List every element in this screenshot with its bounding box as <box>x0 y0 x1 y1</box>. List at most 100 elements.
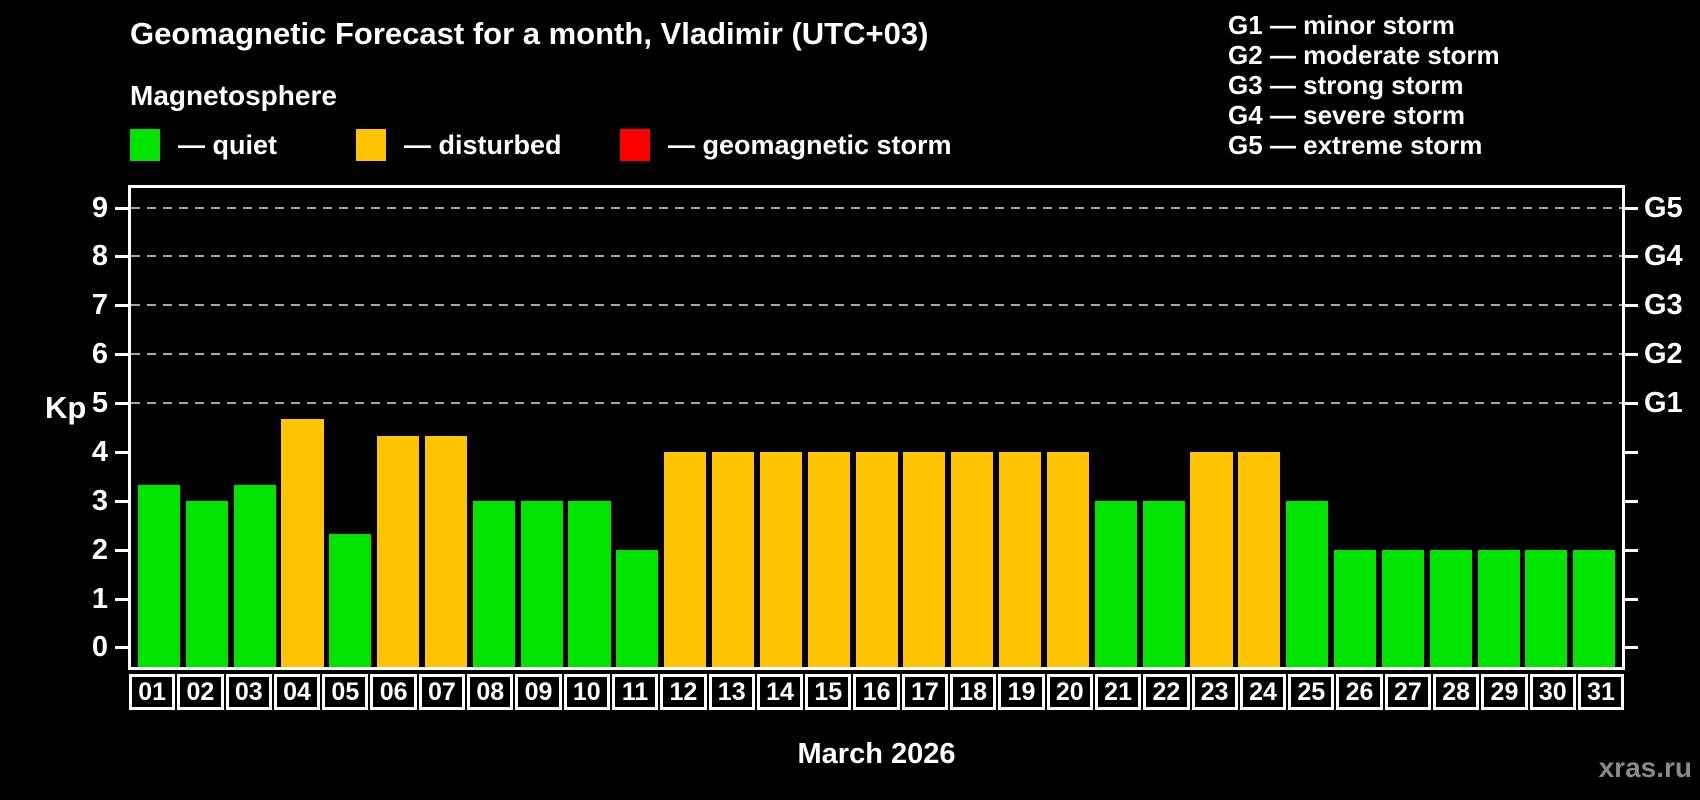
quiet-color-swatch <box>130 129 160 161</box>
y-tick-label-7: 7 <box>91 289 108 322</box>
day-label-08: 08 <box>467 674 514 710</box>
bar-slot-day-21 <box>1092 188 1140 667</box>
storm-color-swatch <box>620 129 650 161</box>
kp-bar-day-11 <box>616 549 659 667</box>
left-tick-kp8 <box>115 255 128 259</box>
day-label-24: 24 <box>1239 674 1287 710</box>
right-tick-kp1 <box>1625 597 1638 601</box>
kp-bar-day-08 <box>472 500 515 667</box>
bar-slot-day-30 <box>1522 188 1570 667</box>
day-label-11: 11 <box>611 674 659 710</box>
bar-slot-day-29 <box>1475 188 1523 667</box>
left-tick-kp7 <box>115 304 128 308</box>
left-tick-kp2 <box>115 548 128 552</box>
bar-slot-day-27 <box>1379 188 1427 667</box>
bar-slot-day-04 <box>279 188 327 667</box>
bar-slot-day-01 <box>135 188 183 667</box>
left-tick-kp4 <box>115 450 128 454</box>
day-label-12: 12 <box>660 674 707 710</box>
bar-slot-day-17 <box>901 188 949 667</box>
y-axis-title: Kp <box>45 390 87 426</box>
legend-label-quiet: — quiet <box>178 129 277 160</box>
bar-slot-day-24 <box>1235 188 1283 667</box>
kp-bar-day-15 <box>807 451 850 667</box>
bar-slot-day-22 <box>1140 188 1188 667</box>
left-tick-kp3 <box>115 499 128 503</box>
gridline-kp5 <box>131 402 1622 405</box>
day-label-27: 27 <box>1384 674 1432 710</box>
g-legend-line-1: G1 — minor storm <box>1228 10 1455 40</box>
day-label-03: 03 <box>225 674 272 710</box>
day-label-22: 22 <box>1143 674 1190 710</box>
right-tick-kp8 <box>1625 255 1638 259</box>
bar-slot-day-15 <box>805 188 853 667</box>
right-tick-kp3 <box>1625 499 1638 503</box>
bar-slot-day-05 <box>326 188 374 667</box>
right-tick-kp6 <box>1625 353 1638 357</box>
page-title: Geomagnetic Forecast for a month, Vladim… <box>130 16 929 51</box>
left-tick-kp9 <box>115 206 128 210</box>
y-tick-label-8: 8 <box>91 240 108 273</box>
gridline-kp6 <box>131 353 1622 356</box>
kp-bar-day-07 <box>424 435 468 667</box>
kp-bar-day-27 <box>1381 549 1424 667</box>
right-tick-kp5 <box>1625 402 1638 406</box>
y-tick-label-4: 4 <box>91 435 108 468</box>
day-label-01: 01 <box>129 674 176 710</box>
kp-bar-day-04 <box>281 419 324 667</box>
y-tick-label-3: 3 <box>91 484 108 517</box>
gstorm-scale-legend: G1 — minor storm G2 — moderate storm G3 — … <box>1228 10 1500 160</box>
bar-slot-day-23 <box>1188 188 1236 667</box>
bar-slot-day-09 <box>518 188 566 667</box>
right-tick-kp9 <box>1625 206 1638 210</box>
watermark: xras.ru <box>1598 752 1692 783</box>
day-label-02: 02 <box>177 674 224 710</box>
kp-bar-day-12 <box>664 451 707 667</box>
gridline-kp7 <box>131 304 1622 307</box>
kp-bar-day-09 <box>520 500 563 667</box>
day-label-10: 10 <box>563 674 610 710</box>
day-label-17: 17 <box>901 674 949 710</box>
kp-bar-chart: Kp 0 1 2 3 4 5 6 7 8 9 G1 G2 G3 G4 G5 <box>45 185 1683 670</box>
kp-bar-day-30 <box>1525 549 1568 667</box>
g-axis-label-g5: G5 <box>1644 191 1683 224</box>
day-label-13: 13 <box>708 674 755 710</box>
right-tick-kp2 <box>1625 548 1638 552</box>
kp-bar-day-14 <box>759 451 802 667</box>
bar-slot-day-03 <box>231 188 279 667</box>
g-axis-label-g3: G3 <box>1644 289 1683 322</box>
day-label-30: 30 <box>1529 674 1576 710</box>
bar-slot-day-28 <box>1427 188 1475 667</box>
kp-bar-day-06 <box>377 435 420 667</box>
day-label-04: 04 <box>273 674 321 710</box>
bar-slot-day-26 <box>1331 188 1379 667</box>
kp-bar-day-02 <box>185 500 228 667</box>
y-tick-label-2: 2 <box>91 533 108 566</box>
kp-bar-day-16 <box>855 451 898 667</box>
kp-bar-day-26 <box>1333 549 1377 667</box>
day-label-21: 21 <box>1094 674 1142 710</box>
kp-bar-day-25 <box>1286 500 1329 667</box>
legend-item-disturbed: — disturbed <box>356 129 562 161</box>
y-tick-label-9: 9 <box>91 191 108 224</box>
kp-bar-day-24 <box>1238 451 1281 667</box>
right-tick-kp7 <box>1625 304 1638 308</box>
bar-slot-day-10 <box>566 188 614 667</box>
g-legend-line-5: G5 — extreme storm <box>1228 130 1483 160</box>
day-label-16: 16 <box>853 674 900 710</box>
day-label-09: 09 <box>515 674 562 710</box>
legend-item-storm: — geomagnetic storm <box>620 129 952 161</box>
legend-item-quiet: — quiet <box>130 129 277 161</box>
day-label-28: 28 <box>1433 674 1480 710</box>
bar-slot-day-11 <box>613 188 661 667</box>
kp-bar-day-18 <box>951 451 994 667</box>
day-label-19: 19 <box>998 674 1045 710</box>
kp-bar-day-20 <box>1046 451 1089 667</box>
day-label-26: 26 <box>1336 674 1383 710</box>
day-label-25: 25 <box>1288 674 1335 710</box>
kp-bar-day-10 <box>568 500 611 667</box>
kp-bar-day-13 <box>712 451 755 667</box>
day-label-14: 14 <box>756 674 804 710</box>
bar-slot-day-13 <box>709 188 757 667</box>
day-label-07: 07 <box>418 674 466 710</box>
